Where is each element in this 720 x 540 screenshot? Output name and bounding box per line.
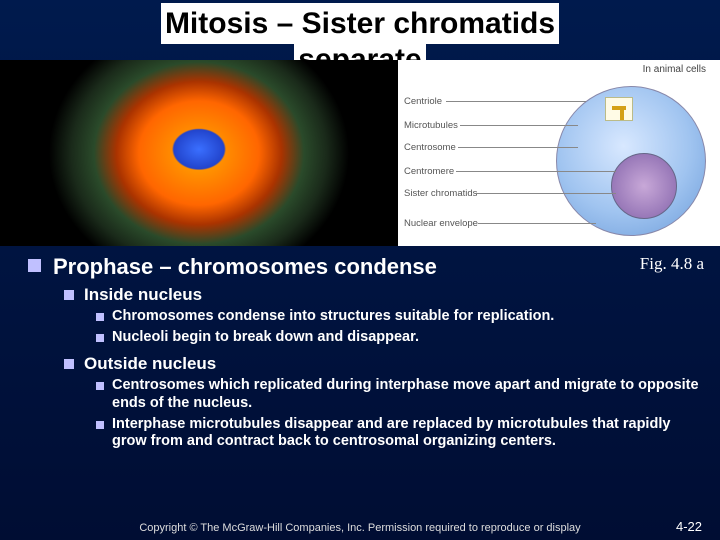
section-heading: Prophase – chromosomes condense [53, 254, 632, 280]
bullet-icon [96, 382, 104, 390]
diagram-nucleus [611, 153, 677, 219]
content-area: Prophase – chromosomes condense Fig. 4.8… [0, 246, 720, 451]
bullet-icon [96, 313, 104, 321]
diagram-header: In animal cells [643, 64, 706, 75]
list-item: Centrosomes which replicated during inte… [96, 377, 704, 412]
image-row: In animal cells Centriole Microtubules C… [0, 60, 720, 246]
inside-item-0: Chromosomes condense into structures sui… [112, 308, 704, 326]
list-item: Nucleoli begin to break down and disappe… [96, 329, 704, 347]
list-item: Chromosomes condense into structures sui… [96, 308, 704, 326]
inside-label: Inside nucleus [84, 285, 704, 305]
micrograph-image [0, 60, 398, 246]
bullet-icon [96, 421, 104, 429]
outside-item-1: Interphase microtubules disappear and ar… [112, 416, 704, 451]
bullet-icon [64, 359, 74, 369]
subhead-inside: Inside nucleus [64, 285, 704, 305]
label-centromere: Centromere [404, 166, 454, 177]
cell-diagram: In animal cells Centriole Microtubules C… [398, 60, 720, 246]
label-sister-chromatids: Sister chromatids [404, 188, 477, 199]
subhead-outside: Outside nucleus [64, 354, 704, 374]
figure-reference: Fig. 4.8 a [640, 254, 704, 274]
outside-item-0: Centrosomes which replicated during inte… [112, 377, 704, 412]
centriole-icon [605, 97, 633, 121]
slide-number: 4-22 [676, 519, 702, 534]
diagram-cell-circle [556, 86, 706, 236]
label-centriole: Centriole [404, 96, 442, 107]
bullet-icon [28, 259, 41, 272]
outside-label: Outside nucleus [84, 354, 704, 374]
list-item: Interphase microtubules disappear and ar… [96, 416, 704, 451]
label-microtubules: Microtubules [404, 120, 458, 131]
copyright-text: Copyright © The McGraw-Hill Companies, I… [0, 522, 720, 534]
inside-item-1: Nucleoli begin to break down and disappe… [112, 329, 704, 347]
bullet-icon [96, 334, 104, 342]
title-line-1: Mitosis – Sister chromatids [165, 7, 555, 40]
label-nuclear-envelope: Nuclear envelope [404, 218, 478, 229]
bullet-icon [64, 290, 74, 300]
heading-row: Prophase – chromosomes condense Fig. 4.8… [28, 254, 704, 280]
label-centrosome: Centrosome [404, 142, 456, 153]
